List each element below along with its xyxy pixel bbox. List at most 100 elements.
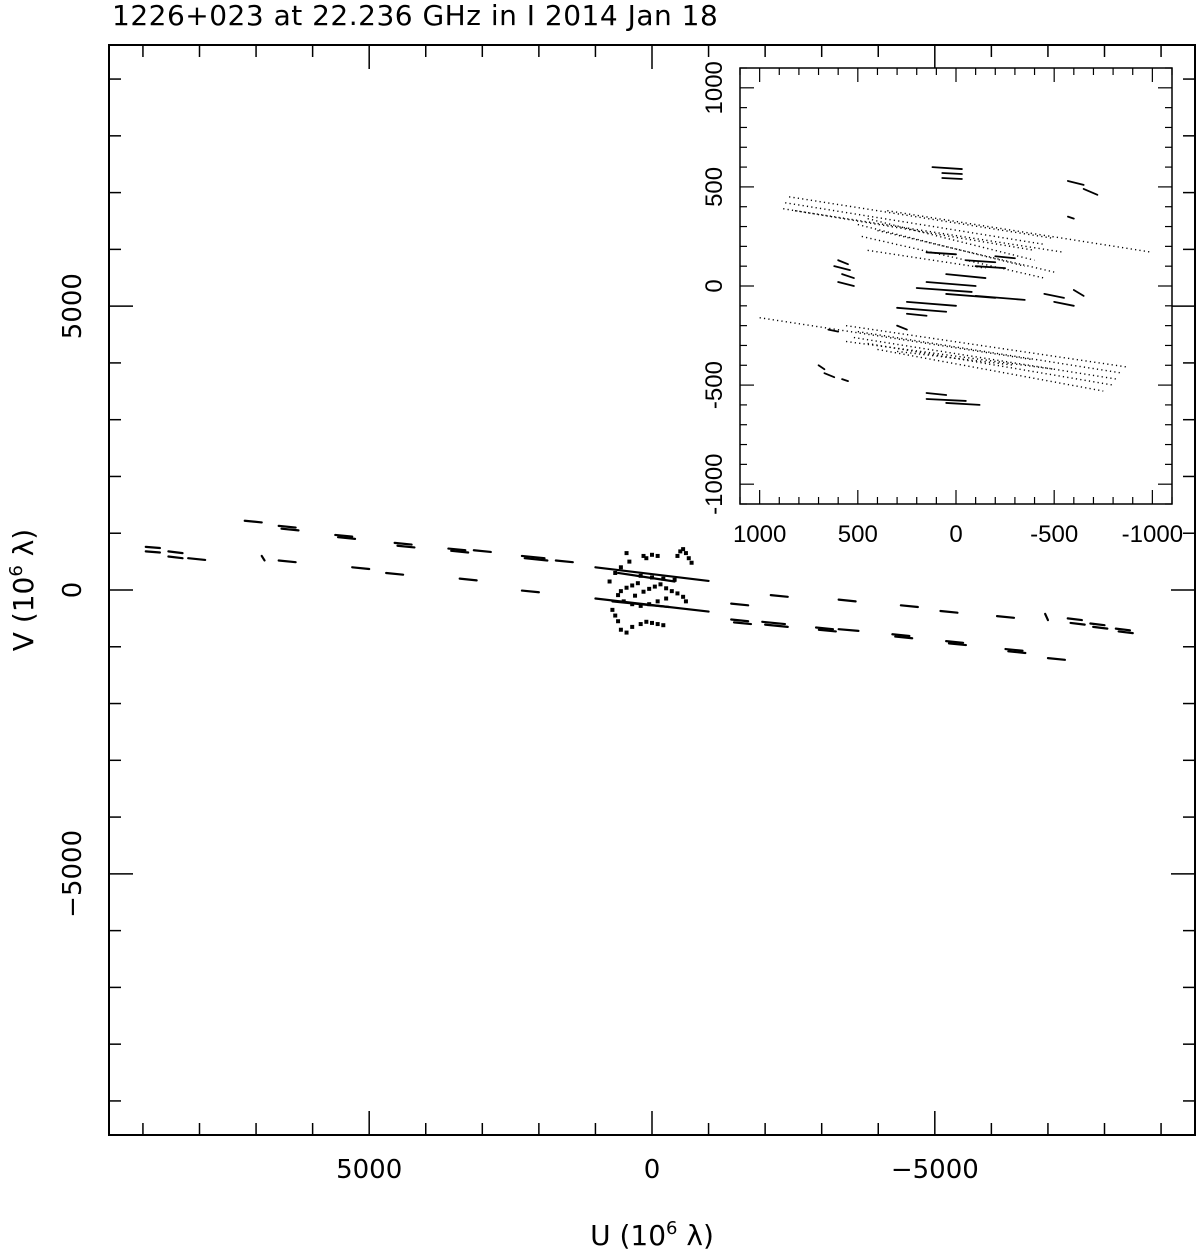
uv-point: [669, 589, 674, 594]
uv-point: [658, 582, 663, 587]
uv-track: [974, 295, 1026, 301]
uv-track: [447, 547, 467, 552]
uv-track: [941, 177, 963, 180]
uv-point: [618, 627, 623, 632]
uv-dotted-track: [877, 348, 1104, 392]
y-tick-label: 500: [701, 167, 728, 207]
uv-track: [925, 392, 948, 396]
uv-track: [947, 642, 968, 647]
uv-point: [621, 599, 626, 604]
uv-track: [899, 604, 919, 609]
uv-track: [769, 594, 789, 598]
uv-point: [647, 602, 652, 607]
uv-track: [730, 618, 750, 623]
uv-track: [1114, 627, 1132, 632]
uv-track: [1067, 215, 1075, 220]
uv-track: [761, 620, 787, 626]
uv-point: [675, 591, 680, 596]
uv-track: [945, 402, 981, 406]
uv-point: [638, 573, 643, 578]
uv-point: [661, 623, 666, 628]
uv-point: [678, 549, 683, 554]
uv-point: [641, 589, 646, 594]
x-tick-label: -500: [1030, 521, 1078, 548]
uv-point: [624, 585, 629, 590]
uv-track: [523, 557, 549, 562]
uv-point: [630, 583, 635, 588]
inset-background: [740, 68, 1172, 504]
uv-track: [1046, 657, 1067, 661]
uv-point: [644, 556, 649, 561]
uv-point: [630, 602, 635, 607]
uv-point: [661, 576, 666, 581]
uv-dotted-track: [788, 196, 1055, 240]
uv-track: [841, 378, 849, 383]
uv-track: [277, 559, 297, 564]
uv-track: [167, 555, 184, 560]
uv-track: [393, 541, 413, 546]
uv-point: [610, 607, 615, 612]
uv-track: [458, 577, 478, 582]
uv-point: [613, 613, 618, 618]
uv-point: [652, 584, 657, 589]
uv-dotted-track: [783, 208, 1035, 252]
uv-point: [683, 551, 688, 556]
uv-point: [650, 575, 654, 580]
uv-point: [681, 547, 686, 552]
uv-track: [396, 544, 416, 549]
uv-point: [655, 553, 660, 558]
uv-point: [618, 589, 623, 594]
uv-point: [647, 586, 652, 591]
uv-track: [1053, 300, 1075, 307]
uv-track: [277, 524, 297, 529]
uv-track: [814, 626, 835, 631]
main-data-points: [144, 519, 1134, 661]
uv-track: [964, 259, 997, 264]
x-axis-label: U (106 λ): [590, 1218, 714, 1252]
uv-track: [1004, 647, 1024, 652]
uv-track: [941, 172, 963, 175]
uv-track: [187, 557, 207, 562]
y-tick-label: -500: [701, 361, 728, 409]
uv-track: [827, 328, 840, 333]
uv-track: [823, 372, 836, 379]
uv-dotted-track: [861, 235, 1045, 279]
uv-track: [841, 273, 855, 279]
uv-track: [896, 306, 948, 313]
uv-track: [945, 639, 965, 644]
main-axis-ticks: [109, 45, 1195, 1135]
uv-dotted-track: [887, 209, 1153, 254]
uv-track: [837, 598, 857, 603]
uv-track: [891, 633, 911, 638]
x-tick-label: 500: [838, 521, 878, 548]
uv-track: [1067, 180, 1085, 186]
inset-data-points: [759, 166, 1153, 406]
uv-track: [1043, 293, 1065, 299]
uv-dotted-track: [853, 336, 1118, 380]
uv-track: [732, 621, 753, 626]
uv-track: [833, 265, 851, 272]
uv-track: [730, 602, 750, 607]
y-tick-label: -1000: [701, 453, 728, 514]
uv-point: [618, 565, 623, 570]
y-tick-label: 0: [701, 279, 728, 292]
uv-track: [945, 273, 987, 279]
uv-dotted-track: [857, 330, 1124, 374]
uv-track: [280, 527, 300, 532]
uv-track: [554, 559, 574, 564]
uv-track: [1044, 612, 1050, 622]
uv-point: [664, 596, 669, 601]
uv-track: [817, 364, 826, 371]
uv-point: [616, 619, 621, 624]
uv-track: [925, 398, 967, 402]
uv-track: [995, 615, 1016, 619]
uv-track: [243, 519, 263, 524]
y-tick-label: 5000: [58, 273, 88, 339]
uv-point: [655, 599, 660, 604]
uv-point: [644, 619, 649, 624]
uv-track: [915, 287, 973, 293]
uv-track: [450, 549, 470, 554]
x-tick-label: -1000: [1122, 521, 1183, 548]
